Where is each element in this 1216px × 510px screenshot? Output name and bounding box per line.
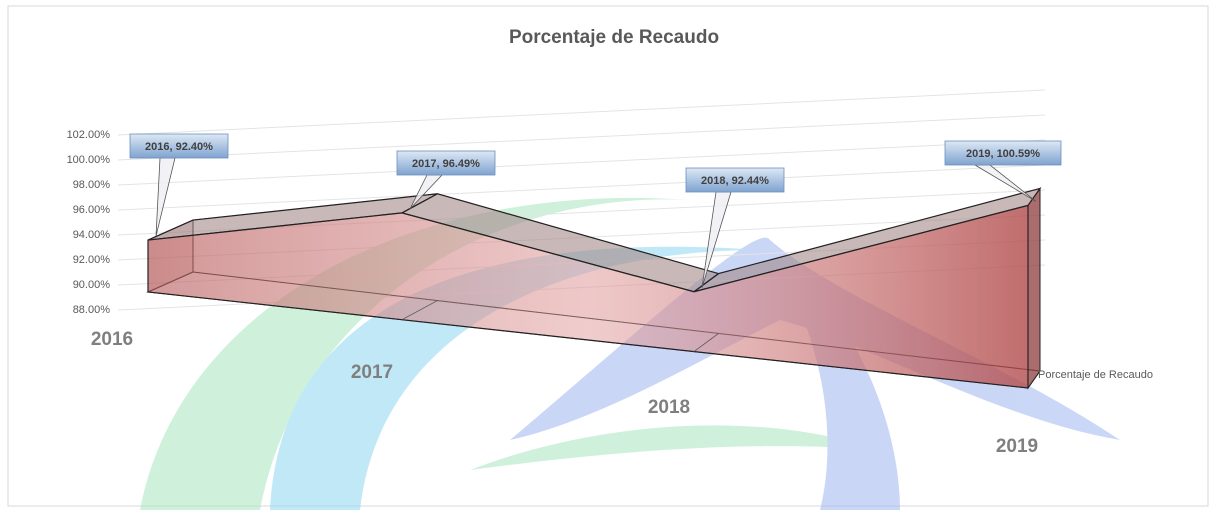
y-tick-label: 88.00% bbox=[73, 304, 111, 316]
y-tick-label: 92.00% bbox=[73, 254, 111, 266]
data-label-box bbox=[685, 167, 785, 193]
y-tick-label: 94.00% bbox=[73, 229, 111, 241]
grid-line bbox=[117, 114, 1046, 161]
chart-title: Porcentaje de Recaudo bbox=[509, 27, 719, 48]
grid-line bbox=[117, 89, 1046, 136]
data-label: 2019, 100.59% bbox=[966, 148, 1040, 160]
y-tick-label: 102.00% bbox=[67, 129, 111, 141]
data-label-box bbox=[944, 140, 1062, 166]
data-label-box bbox=[396, 150, 496, 176]
y-tick-label: 96.00% bbox=[73, 204, 111, 216]
x-tick-label: 2019 bbox=[996, 436, 1038, 457]
floor-divider bbox=[401, 300, 438, 321]
data-label: 2018, 92.44% bbox=[701, 175, 769, 187]
y-tick-label: 90.00% bbox=[73, 279, 111, 291]
y-tick-label: 98.00% bbox=[73, 179, 111, 191]
data-label: 2017, 96.49% bbox=[412, 158, 480, 170]
series-label: Porcentaje de Recaudo bbox=[1038, 369, 1153, 381]
x-tick-label: 2017 bbox=[351, 362, 393, 383]
x-tick-label: 2018 bbox=[648, 397, 690, 418]
area-right bbox=[1027, 186, 1041, 390]
grid-line bbox=[117, 139, 1046, 186]
x-tick-label: 2016 bbox=[91, 329, 133, 350]
data-label: 2016, 92.40% bbox=[145, 141, 213, 153]
y-tick-label: 100.00% bbox=[67, 154, 111, 166]
grid-line bbox=[117, 164, 1046, 211]
data-label-box bbox=[129, 133, 229, 159]
floor-divider bbox=[693, 333, 719, 352]
